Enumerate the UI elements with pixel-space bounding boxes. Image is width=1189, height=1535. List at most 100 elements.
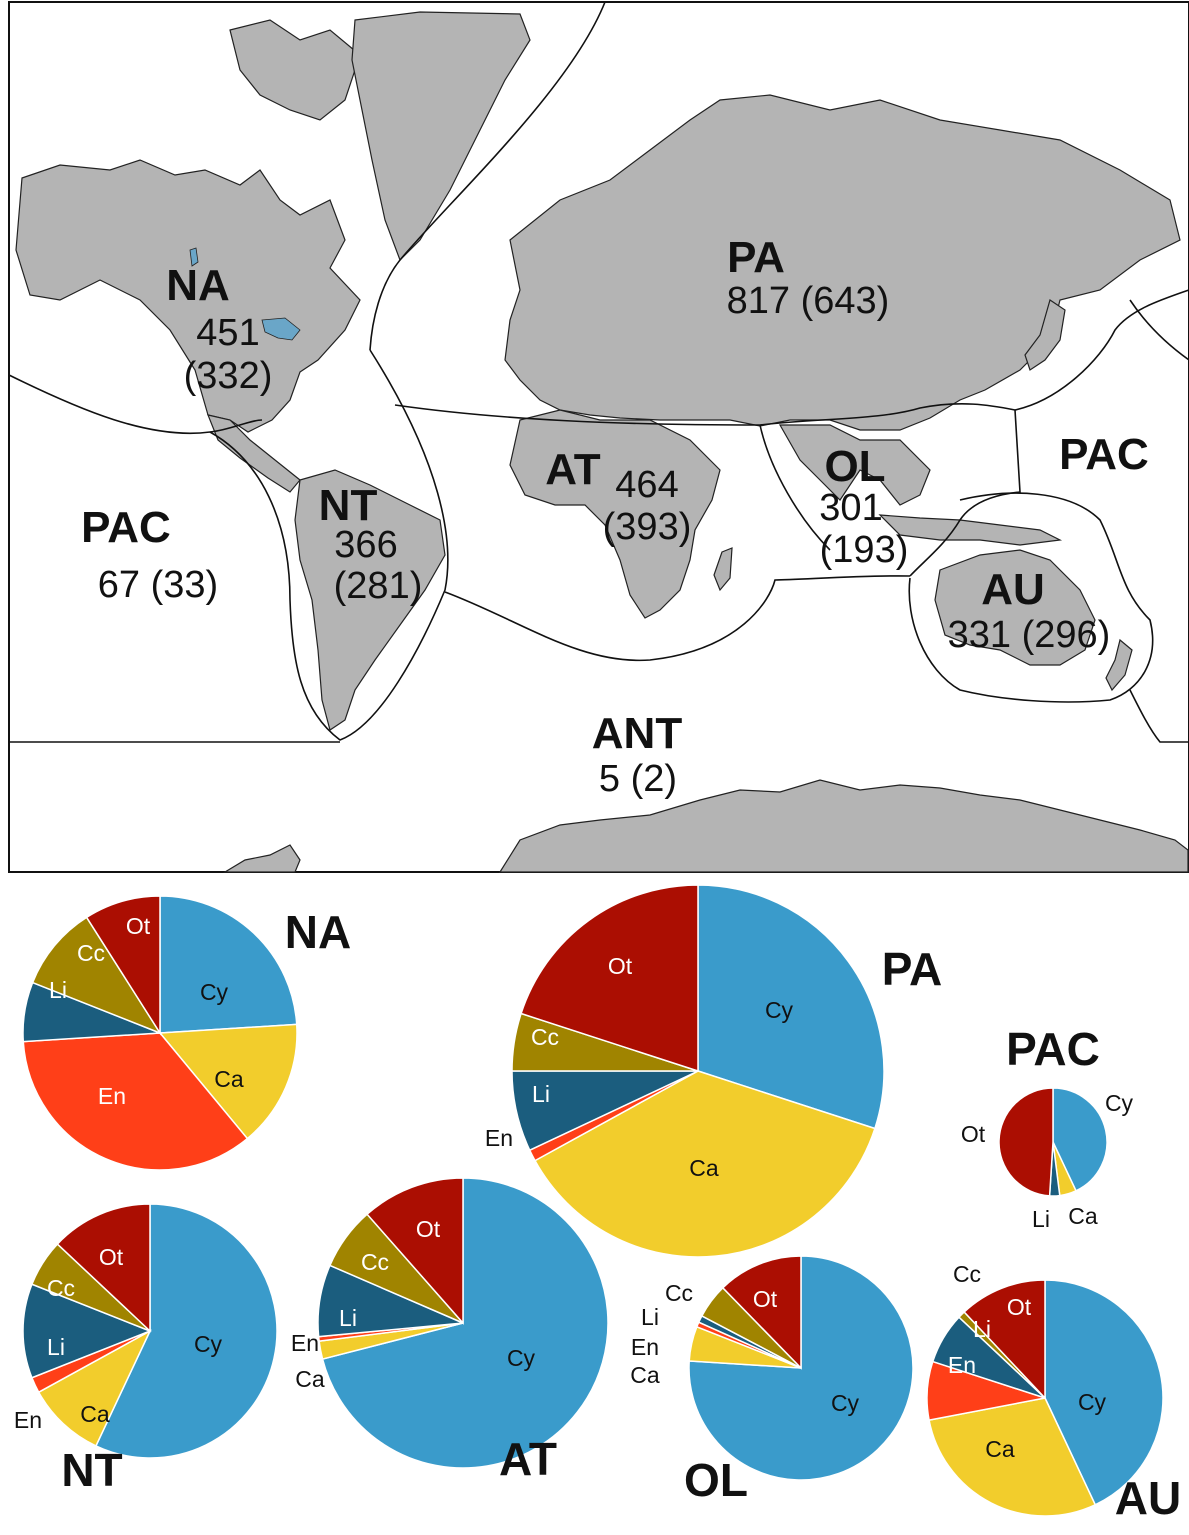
pie-pa-label-en: En [485,1125,513,1151]
pie-ol-slice-ot [721,1255,802,1370]
pie-na-slice-cc [31,916,162,1035]
pie-pac-label-li: Li [1032,1206,1050,1232]
japan-land [1024,299,1066,371]
pie-pa-slice-ot [520,884,699,1073]
region-label-au: AU [981,565,1045,614]
pie-pa-label-li: Li [532,1081,550,1107]
pie-nt-slice-ca [37,1329,152,1447]
region-count-pa: 817 (643) [727,280,890,322]
pie-at-label-ot: Ot [416,1216,441,1242]
region-label-at: AT [545,445,601,494]
pie-at-slice-cy [321,1177,609,1469]
pie-pa-label-cc: Cc [531,1024,559,1050]
pie-nt-slice-li [22,1283,153,1379]
new-zealand-land [1105,638,1133,692]
boundary-at-south [444,575,911,662]
pie-at-label-en: En [291,1330,319,1356]
pie-at-label-cy: Cy [507,1345,536,1371]
pie-ol-label-li: Li [641,1304,659,1330]
world-map: NA 451 (332) PA 817 (643) AT 464 (393) O… [8,1,1189,873]
region-label-nt: NT [319,481,378,530]
pie-ol-label-ca: Ca [630,1362,660,1388]
pie-pa-slice-ca [533,1070,876,1258]
region-label-ant: ANT [592,709,683,758]
pie-nt: Cy Ca En Li Cc Ot NT [14,1203,278,1496]
pie-pa: Cy Ca En Li Cc Ot PA [485,884,943,1258]
pie-au-slice-ot [963,1279,1046,1400]
region-count-au: 331 (296) [948,614,1111,656]
region-count-at: 464 [615,464,678,506]
madagascar-land [713,547,733,592]
land-masses [15,11,1189,873]
pie-ol-label-en: En [631,1334,659,1360]
pie-pa-label-ot: Ot [608,953,633,979]
region-count-at-paren: (393) [603,506,692,548]
pie-na-label-li: Li [49,977,67,1003]
pie-na: Cy Ca En Li Cc Ot NA [22,895,351,1171]
region-count-ant: 5 (2) [599,758,677,800]
pie-au-label-en: En [948,1352,976,1378]
pie-na-slice-en [22,1032,249,1171]
pie-nt-label-cy: Cy [194,1331,223,1357]
pie-ol-label-ot: Ot [753,1286,778,1312]
arctic-islands-land [229,19,361,121]
pie-ol-label-cy: Cy [831,1390,860,1416]
pie-au-slice-cy [1044,1279,1164,1506]
antarctica-land [498,779,1189,873]
pie-au: Cy Ca En Li Cc Ot AU [926,1261,1181,1524]
lakes [189,247,301,341]
region-label-pac-east: PAC [1059,430,1149,479]
greenland-land [351,11,531,262]
pie-au-label-cc: Cc [953,1261,981,1287]
pie-na-label-en: En [98,1083,126,1109]
pie-pa-label-cy: Cy [765,997,794,1023]
boundary-pac-east [1014,289,1189,411]
pie-pac: Cy Ca Li Ot PAC [961,1023,1134,1232]
pie-au-slice-ca [928,1397,1097,1517]
pie-pa-title: PA [882,943,943,995]
pie-nt-label-cc: Cc [47,1275,75,1301]
pie-nt-label-ot: Ot [99,1244,124,1270]
pie-na-slice-ca [158,1023,298,1140]
boundary-at-north [394,403,1016,426]
boundary-au [908,492,1154,703]
pie-pac-title: PAC [1006,1023,1100,1075]
region-count-na-paren: (332) [184,355,273,397]
region-label-na: NA [166,261,230,310]
lake-winnipeg [189,247,199,267]
boundary-nt [209,349,449,741]
pie-nt-title: NT [61,1444,122,1496]
south-america-land [294,469,446,731]
pie-at-label-ca: Ca [295,1366,325,1392]
pie-au-title: AU [1115,1472,1181,1524]
region-label-ol: OL [824,442,885,491]
pie-na-label-ca: Ca [214,1066,244,1092]
pie-ol-label-cc: Cc [665,1280,693,1306]
pie-nt-label-en: En [14,1407,42,1433]
pie-nt-label-ca: Ca [80,1401,110,1427]
pie-pac-slice-ot [998,1087,1054,1197]
indonesia-land [878,514,1063,546]
region-label-pac-west: PAC [81,503,171,552]
pie-na-slice-cy [159,895,298,1034]
pie-na-title: NA [285,906,351,958]
boundary-ol-au [909,409,1021,577]
boundary-pac-east-2 [1129,299,1189,361]
great-lakes [261,317,301,341]
pie-at-slice-ot [366,1177,464,1325]
central-america-land [207,414,301,493]
pie-pac-label-ot: Ot [961,1121,986,1147]
pie-pa-slice-cy [697,884,885,1130]
pie-au-label-cy: Cy [1078,1389,1107,1415]
pie-na-slice-ot [85,895,161,1036]
pie-at: Cy Ca En Li Cc Ot AT [291,1177,609,1485]
eurasia-land [504,94,1181,431]
south-asia-land [778,424,931,506]
antarctic-peninsula-land [222,844,301,873]
boundary-pac-na [8,374,263,435]
pie-nt-slice-ot [56,1203,151,1333]
pie-pac-slice-cy [1052,1087,1108,1192]
